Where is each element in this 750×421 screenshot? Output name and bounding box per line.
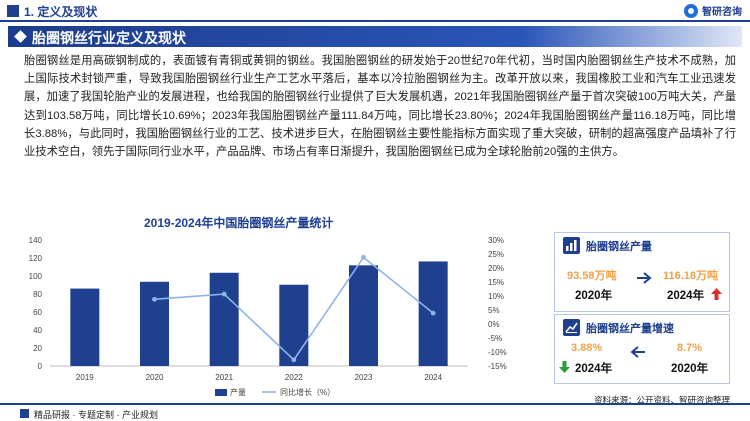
x-tick-label: 2019 [76, 373, 94, 382]
bar [349, 265, 378, 366]
output-card-title: 胎圈钢丝产量 [586, 240, 652, 253]
section-square-icon [7, 5, 19, 17]
footer-label: 精品研报 · 专题定制 · 产业规划 [34, 410, 158, 420]
right-arrow-icon [637, 272, 652, 284]
bar [70, 288, 100, 366]
right-tick-label: -15% [488, 362, 507, 371]
growth-card-title: 胎圈钢丝产量增速 [586, 322, 674, 335]
growth-card-header: 胎圈钢丝产量增速 [563, 319, 674, 336]
growth-card: 胎圈钢丝产量增速 3.88% 2024年 8.7% 2020年 [554, 314, 730, 384]
left-tick-label: 0 [38, 362, 43, 371]
right-tick-label: 25% [488, 250, 504, 259]
legend-line-label: 同比增长（%） [280, 387, 335, 397]
left-tick-label: 140 [29, 236, 43, 245]
growth-left-year: 2024年 [575, 363, 613, 375]
bar [209, 272, 239, 366]
output-left-year: 2020年 [575, 290, 613, 302]
growth-point [291, 357, 297, 363]
legend-bar-swatch [215, 389, 227, 396]
right-tick-label: 30% [488, 236, 504, 245]
section-title: 1. 定义及现状 [24, 5, 98, 19]
growth-point [152, 296, 157, 302]
left-tick-label: 100 [29, 272, 43, 281]
left-arrow-icon [630, 346, 645, 358]
brand: 智研咨询 [684, 3, 742, 18]
up-arrow-icon [711, 288, 722, 300]
output-right-year: 2024年 [667, 290, 705, 302]
right-tick-label: 5% [488, 306, 500, 315]
left-tick-label: 60 [33, 308, 42, 317]
output-left-value: 93.58万吨 [567, 270, 617, 282]
left-tick-label: 20 [33, 344, 42, 353]
right-tick-label: -5% [488, 334, 502, 343]
left-tick-label: 80 [33, 290, 42, 299]
bar-chart-icon [563, 237, 580, 254]
right-tick-label: 15% [488, 278, 504, 287]
brand-name: 智研咨询 [702, 7, 742, 18]
footer-square-icon [20, 409, 29, 418]
page-title: 胎圈钢丝行业定义及现状 [32, 30, 186, 46]
title-banner: 胎圈钢丝行业定义及现状 [8, 26, 742, 47]
right-tick-label: 0% [488, 320, 500, 329]
brand-logo-icon [684, 3, 698, 18]
growth-point [361, 254, 366, 260]
x-tick-label: 2022 [285, 373, 303, 382]
x-tick-label: 2021 [215, 373, 233, 382]
x-tick-label: 2020 [146, 373, 164, 382]
left-tick-label: 120 [29, 254, 43, 263]
intro-paragraph: 胎圈钢丝是用高碳钢制成的，表面镀有青铜或黄铜的钢丝。我国胎圈钢丝的研发始于20世… [24, 55, 736, 159]
output-card: 胎圈钢丝产量 93.58万吨 2020年 116.18万吨 2024年 [554, 232, 730, 312]
top-bar: 1. 定义及现状 智研咨询 [0, 0, 750, 22]
growth-right-value: 8.7% [677, 342, 703, 354]
x-tick-label: 2023 [355, 373, 373, 382]
trend-chart-icon [563, 319, 580, 336]
chart-title: 2019-2024年中国胎圈钢丝产量统计 [144, 216, 334, 230]
growth-left-value: 3.88% [571, 342, 603, 354]
left-tick-label: 40 [33, 326, 42, 335]
production-chart: 0 20 40 60 80 100 120 140 -15% -10% -5% 0% 5% 10% 15% 2… [29, 236, 507, 397]
output-card-header: 胎圈钢丝产量 [563, 237, 652, 254]
footer-bar: 精品研报 · 专题定制 · 产业规划 [0, 403, 750, 421]
bar [279, 284, 309, 366]
growth-point [430, 310, 436, 316]
output-right-value: 116.18万吨 [663, 270, 719, 282]
growth-right-year: 2020年 [671, 363, 709, 375]
legend-bar-label: 产量 [230, 387, 246, 397]
right-tick-label: -10% [488, 348, 507, 357]
down-arrow-icon [559, 361, 570, 373]
right-tick-label: 10% [488, 292, 504, 301]
growth-point [221, 291, 227, 297]
diamond-icon [14, 30, 27, 43]
bar [140, 281, 169, 366]
x-tick-label: 2024 [424, 373, 442, 382]
source-note: 资料来源：公开资料、智研咨询整理 [593, 395, 730, 405]
right-tick-label: 20% [488, 264, 504, 273]
